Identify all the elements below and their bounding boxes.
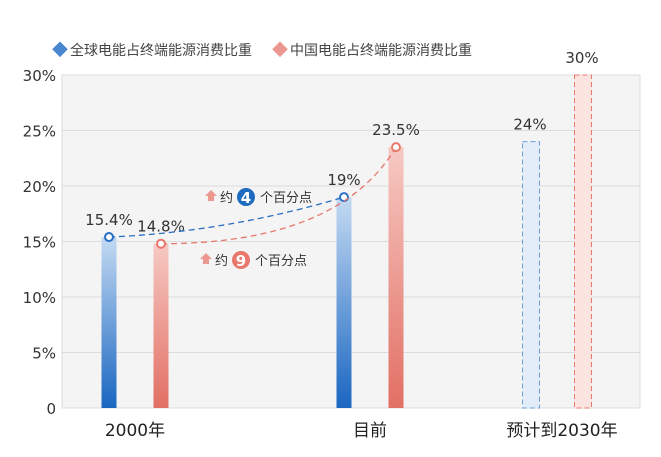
annotation-badge [237,188,255,206]
legend-marker-icon [272,41,288,58]
data-point [156,238,166,249]
bar-projected [522,141,540,409]
data-label: 19% [327,171,360,189]
y-tick-label: 20% [23,178,56,196]
data-point [391,142,401,153]
annotation-prefix: 约 [215,254,228,269]
annotation-suffix: 个百分点 [260,191,312,206]
x-tick-label: 预计到2030年 [506,421,617,441]
bar [336,197,352,408]
annotation-prefix: 约 [220,191,233,206]
data-label: 30% [565,49,598,67]
y-tick-label: 0 [46,400,56,418]
x-tick-label: 目前 [353,421,387,441]
arrow-up-icon [205,190,217,201]
bar [101,237,117,408]
data-label: 24% [513,116,546,134]
legend-label: 全球电能占终端能源消费比重 [70,42,252,59]
y-tick-label: 30% [23,67,56,85]
y-tick-label: 15% [23,234,56,252]
trend-line [160,146,397,245]
data-point [104,232,114,243]
data-label: 14.8% [137,218,185,236]
y-tick-label: 25% [23,123,56,141]
arrow-up-icon [200,253,212,264]
y-tick-label: 5% [32,345,56,363]
annotation-number: 4 [241,189,251,207]
annotation-number: 9 [236,252,246,270]
legend: 全球电能占终端能源消费比重 中国电能占终端能源消费比重 [52,41,472,59]
bar [388,147,404,408]
annotation-badge [232,251,250,269]
annotation-suffix: 个百分点 [255,254,307,269]
x-tick-label: 2000年 [105,421,165,441]
legend-marker-icon [52,41,68,58]
data-label: 23.5% [372,121,420,139]
data-label: 15.4% [85,211,133,229]
y-tick-label: 10% [23,289,56,307]
legend-label: 中国电能占终端能源消费比重 [290,43,472,59]
bar [153,243,169,408]
bar-projected [574,74,592,409]
